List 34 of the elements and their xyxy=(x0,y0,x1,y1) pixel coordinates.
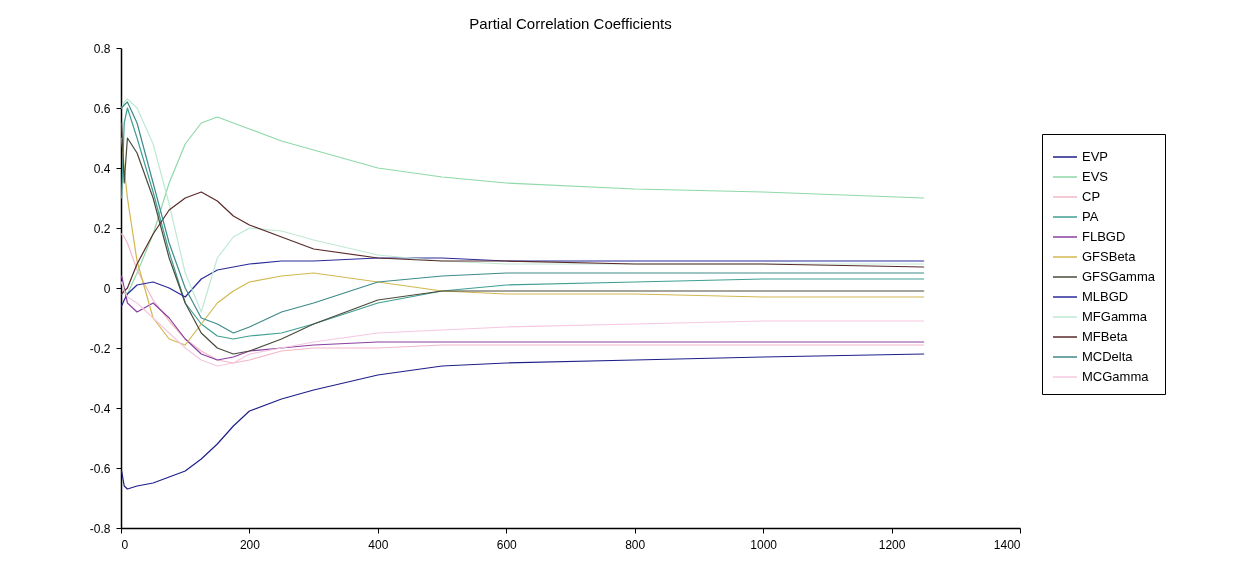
x-tick-label: 600 xyxy=(496,537,518,552)
legend-label: PA xyxy=(1082,209,1099,224)
y-tick-label: 0.8 xyxy=(93,41,111,56)
x-tick-label: 400 xyxy=(368,537,389,552)
x-tick-label: 200 xyxy=(239,537,261,552)
legend-label: MLBGD xyxy=(1082,289,1129,304)
y-tick-label: 0.2 xyxy=(93,221,111,236)
legend-label: MCGamma xyxy=(1082,369,1150,384)
x-tick-label: 1000 xyxy=(750,537,778,552)
x-tick-label: 0 xyxy=(121,537,129,552)
chart-title: Partial Correlation Coefficients xyxy=(469,15,672,32)
legend-label: MCDelta xyxy=(1082,349,1134,364)
legend-label: GFSGamma xyxy=(1082,269,1156,284)
legend-label: MFBeta xyxy=(1082,329,1129,344)
line-series xyxy=(121,233,925,364)
legend-label: FLBGD xyxy=(1082,229,1126,244)
y-tick-label: -0.8 xyxy=(89,521,111,536)
line-series xyxy=(121,353,925,490)
y-tick-label: 0.4 xyxy=(93,161,111,176)
legend-label: EVP xyxy=(1082,149,1109,164)
y-tick-label: -0.2 xyxy=(89,341,111,356)
line-series xyxy=(121,191,925,295)
x-tick-label: 800 xyxy=(625,537,646,552)
x-tick-label: 1400 xyxy=(993,537,1021,552)
legend-label: CP xyxy=(1082,189,1101,204)
y-tick-label: 0 xyxy=(103,281,111,296)
x-tick-label: 1200 xyxy=(878,537,906,552)
y-tick-label: -0.6 xyxy=(89,461,111,476)
legend-label: MFGamma xyxy=(1082,309,1148,324)
legend-label: EVS xyxy=(1082,169,1109,184)
y-tick-label: -0.4 xyxy=(89,401,111,416)
line-series xyxy=(121,257,925,307)
y-tick-label: 0.6 xyxy=(93,101,111,116)
legend-label: GFSBeta xyxy=(1082,249,1137,264)
